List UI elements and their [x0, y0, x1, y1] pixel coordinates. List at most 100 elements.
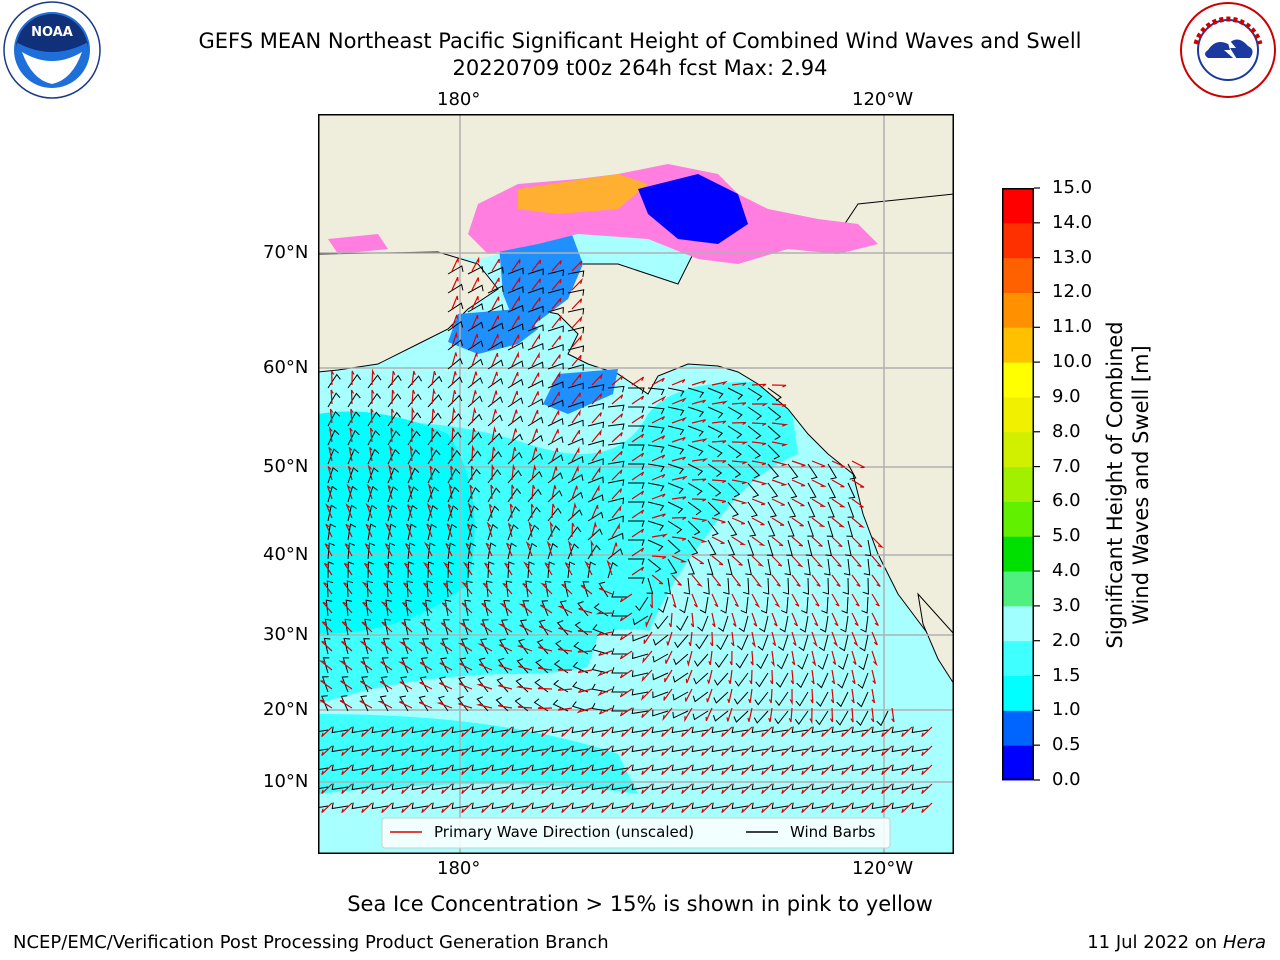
- wind-barb: [411, 726, 429, 734]
- wave-arrow: [561, 802, 573, 814]
- wind-barb: [767, 444, 781, 460]
- wave-arrow: [531, 332, 541, 348]
- wind-barb: [360, 695, 369, 712]
- wind-barb: [778, 634, 789, 652]
- wave-arrow: [348, 446, 353, 462]
- wind-barb: [647, 520, 665, 531]
- wave-arrow: [502, 582, 513, 595]
- wind-barb: [587, 384, 605, 391]
- wave-arrow: [461, 802, 473, 814]
- wind-barb: [871, 726, 889, 734]
- wave-arrow: [321, 802, 333, 814]
- wave-arrow: [611, 504, 622, 519]
- wind-barb: [816, 672, 829, 689]
- wave-arrow: [330, 389, 334, 405]
- wave-arrow: [811, 536, 823, 547]
- wave-arrow: [458, 702, 473, 709]
- wave-arrow: [711, 479, 727, 484]
- wave-arrow: [531, 447, 538, 462]
- wave-arrow: [441, 602, 453, 614]
- wave-arrow: [523, 561, 533, 576]
- wave-arrow: [321, 640, 333, 652]
- wave-arrow: [501, 764, 513, 776]
- wind-barb: [478, 657, 489, 674]
- wave-arrow: [571, 464, 579, 481]
- wave-arrow: [498, 684, 513, 690]
- wind-barb: [567, 419, 584, 427]
- wind-barb: [427, 561, 435, 579]
- wind-barb: [591, 726, 609, 734]
- wind-barb: [567, 474, 584, 484]
- wind-barb: [547, 288, 564, 295]
- wind-barb: [572, 681, 589, 693]
- colorbar-tick-label: 0.5: [1052, 734, 1081, 756]
- wave-arrow: [551, 447, 559, 462]
- wave-arrow: [469, 484, 474, 500]
- wave-arrow: [671, 456, 686, 462]
- wave-arrow: [491, 277, 500, 291]
- wind-barb: [711, 764, 729, 772]
- wave-arrow: [551, 278, 562, 291]
- wave-arrow: [591, 521, 597, 538]
- wind-barb: [863, 558, 871, 576]
- wave-arrow: [601, 802, 613, 814]
- wave-arrow: [541, 726, 553, 738]
- colorbar-tick-label: 8.0: [1052, 420, 1081, 442]
- wind-barb: [487, 303, 504, 313]
- wind-barb: [771, 745, 789, 753]
- wave-arrow: [631, 433, 645, 443]
- wave-arrow: [367, 464, 373, 481]
- wave-arrow: [871, 688, 876, 704]
- wind-barb: [480, 638, 489, 655]
- wave-arrow: [751, 612, 758, 627]
- wind-barb: [346, 580, 354, 598]
- wind-barb: [727, 406, 743, 420]
- wave-arrow: [662, 707, 673, 722]
- wind-barb: [491, 745, 509, 753]
- wind-barb: [733, 710, 749, 723]
- wave-arrow: [711, 517, 726, 524]
- wave-arrow: [831, 574, 841, 587]
- wind-barb: [740, 596, 749, 614]
- wind-barb: [471, 764, 489, 772]
- wind-barb: [747, 406, 763, 420]
- wave-arrow: [851, 479, 865, 488]
- wave-arrow: [329, 408, 334, 424]
- wind-barb: [331, 783, 349, 791]
- wave-arrow: [663, 688, 673, 701]
- wave-arrow: [726, 707, 733, 722]
- wave-arrow: [831, 555, 842, 568]
- wave-arrow: [551, 297, 562, 310]
- wave-arrow: [465, 542, 473, 557]
- colorbar-segment: [1002, 431, 1034, 468]
- wave-arrow: [771, 479, 788, 486]
- wave-arrow: [398, 641, 413, 652]
- wind-barb: [551, 726, 569, 734]
- wind-barb: [611, 802, 629, 810]
- wave-arrow: [519, 624, 533, 633]
- wind-barb: [847, 463, 857, 480]
- wind-barb: [387, 486, 399, 503]
- wind-barb: [407, 542, 416, 560]
- wave-arrow: [571, 429, 581, 443]
- wind-barb: [647, 558, 662, 573]
- wave-arrow: [421, 802, 433, 814]
- wind-barb: [857, 672, 869, 689]
- wave-arrow: [921, 745, 933, 757]
- wind-barb: [787, 520, 795, 537]
- wind-barb: [827, 463, 837, 480]
- wind-barb: [851, 726, 869, 734]
- wave-arrow: [380, 641, 393, 652]
- wind-barb: [440, 657, 449, 674]
- wave-arrow: [691, 498, 707, 502]
- wave-arrow: [476, 683, 493, 690]
- wind-barb: [487, 322, 504, 332]
- wave-arrow: [531, 463, 537, 481]
- wind-barb: [387, 523, 397, 541]
- footer-branch: NCEP/EMC/Verification Post Processing Pr…: [13, 932, 609, 953]
- wave-arrow: [791, 574, 801, 587]
- wind-barb: [822, 577, 830, 595]
- wave-arrow: [611, 488, 622, 500]
- wind-barb: [771, 802, 789, 810]
- wave-arrow: [350, 408, 354, 424]
